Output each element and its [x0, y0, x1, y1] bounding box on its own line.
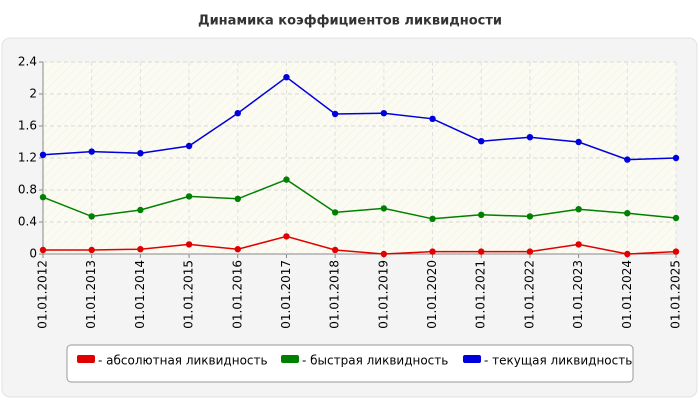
legend-swatch: [77, 355, 95, 363]
data-point: [429, 248, 436, 255]
data-point: [380, 250, 388, 258]
data-point: [478, 248, 485, 255]
data-point: [283, 176, 290, 183]
x-tick-label: 01.01.2024: [620, 260, 634, 329]
data-point: [88, 213, 95, 220]
data-point: [137, 150, 144, 157]
data-point: [624, 250, 631, 258]
data-point: [88, 148, 95, 155]
data-point: [478, 138, 485, 145]
data-point: [575, 138, 582, 146]
x-tick-label: 01.01.2019: [376, 260, 390, 329]
data-point: [234, 195, 241, 202]
data-point: [39, 151, 47, 158]
x-tick-label: 01.01.2014: [133, 260, 147, 329]
series-line: [42, 178, 677, 220]
data-point: [429, 115, 436, 123]
x-tick-label: 01.01.2025: [669, 260, 683, 329]
y-tick-label: 1.6: [18, 119, 37, 133]
series-line: [42, 76, 677, 161]
data-point: [331, 110, 339, 118]
x-tick-label: 01.01.2015: [182, 260, 196, 329]
data-point: [39, 194, 47, 201]
x-tick-label: 01.01.2022: [522, 260, 536, 329]
x-tick-label: 01.01.2013: [84, 260, 98, 329]
data-point: [283, 74, 290, 81]
x-tick-label: 01.01.2016: [230, 260, 244, 329]
data-point: [429, 215, 436, 222]
data-point: [478, 211, 485, 218]
data-point: [624, 156, 631, 163]
data-point: [575, 206, 582, 213]
chart-title: Динамика коэффициентов ликвидности: [198, 14, 502, 29]
data-point: [575, 241, 582, 248]
data-point: [39, 246, 47, 254]
data-point: [137, 206, 144, 214]
y-tick-label: 0: [29, 247, 37, 261]
data-point: [331, 209, 339, 216]
y-tick-label: 2.4: [18, 55, 37, 69]
y-tick-label: 1.2: [18, 151, 37, 165]
data-point: [672, 154, 680, 162]
legend-label: - быстрая ликвидность: [302, 354, 448, 368]
data-point: [380, 110, 388, 117]
data-point: [380, 205, 388, 212]
x-tick-label: 01.01.2012: [36, 260, 50, 329]
legend-label: - текущая ликвидность: [484, 354, 632, 368]
data-point: [331, 246, 339, 254]
data-point: [185, 241, 193, 248]
x-tick-label: 01.01.2023: [571, 260, 585, 329]
y-tick-label: 2: [29, 87, 37, 101]
data-point: [88, 246, 95, 254]
data-point: [526, 213, 534, 220]
y-tick-label: 0.8: [18, 183, 37, 197]
data-point: [234, 110, 241, 117]
legend-label: - абсолютная ликвидность: [98, 354, 268, 368]
legend-swatch: [463, 355, 481, 363]
data-point: [137, 246, 144, 253]
data-point: [185, 193, 193, 200]
legend-swatch: [281, 355, 299, 363]
data-point: [624, 210, 631, 217]
x-tick-label: 01.01.2020: [425, 260, 439, 329]
series-line: [43, 235, 677, 255]
data-point: [283, 233, 290, 240]
legend: [66, 344, 634, 383]
data-point: [185, 142, 193, 150]
data-point: [526, 134, 534, 141]
x-tick-label: 01.01.2021: [474, 260, 488, 329]
data-point: [672, 214, 680, 222]
x-tick-label: 01.01.2017: [279, 260, 293, 329]
x-tick-label: 01.01.2018: [328, 260, 342, 329]
data-point: [234, 246, 241, 253]
y-tick-label: 0.4: [18, 215, 37, 229]
data-point: [672, 248, 680, 255]
data-point: [526, 248, 534, 255]
